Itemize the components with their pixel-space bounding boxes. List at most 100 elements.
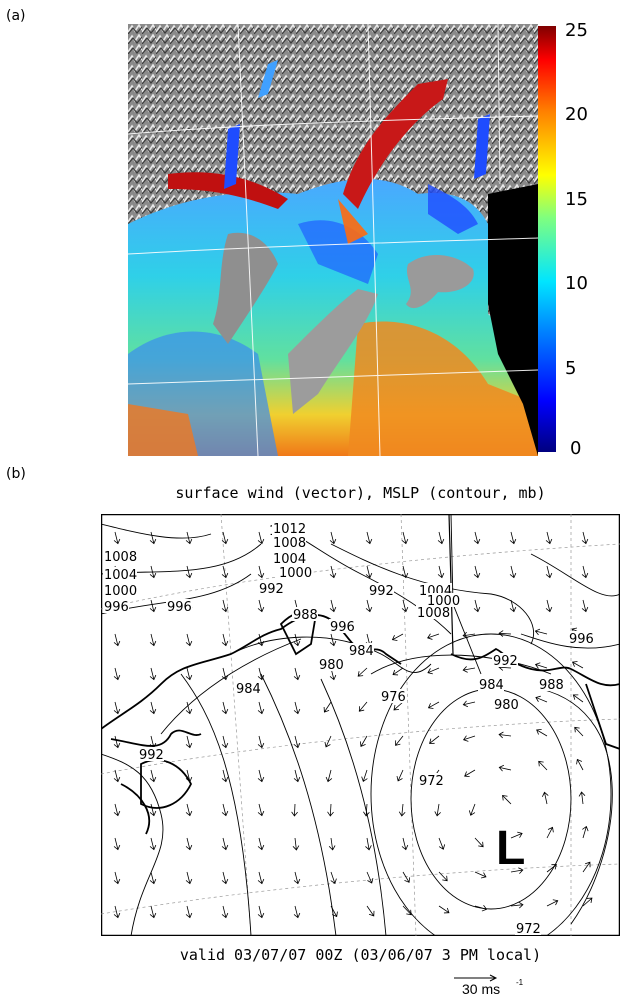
wind-vector — [113, 871, 121, 885]
wind-vector — [401, 565, 409, 579]
wind-vector — [113, 667, 121, 681]
contour-label: 992 — [259, 582, 284, 597]
wind-vector — [149, 905, 157, 919]
wind-vector — [572, 694, 584, 703]
wind-vector — [582, 825, 589, 839]
contour-label: 996 — [569, 632, 594, 647]
wind-vector — [462, 631, 476, 639]
wind-vector — [185, 905, 193, 919]
wind-vector — [359, 735, 368, 747]
wind-vector — [578, 791, 586, 805]
contour-label: 980 — [494, 698, 519, 713]
contour-label: 1012 — [273, 522, 306, 537]
wind-vector — [365, 599, 373, 613]
wind-vector — [324, 735, 332, 748]
contour-label: 996 — [104, 600, 129, 615]
wind-vector — [365, 837, 372, 851]
wind-vector — [361, 769, 368, 783]
wind-vector — [221, 735, 229, 749]
wind-vector — [113, 837, 121, 851]
wind-vector — [149, 565, 157, 579]
contour-label: 972 — [419, 774, 444, 789]
contour-label: 988 — [539, 678, 564, 693]
wind-vector — [323, 701, 332, 713]
wind-vector — [325, 769, 333, 783]
contour-label: 1008 — [104, 550, 137, 565]
wind-vector — [498, 764, 512, 772]
wind-vector — [221, 837, 229, 851]
wind-vector — [366, 905, 375, 917]
wind-vector — [437, 565, 445, 579]
wind-vector — [401, 837, 409, 851]
contour-label: 988 — [293, 608, 318, 623]
wind-vector — [357, 667, 368, 677]
wind-vector — [534, 662, 548, 669]
wind-vector — [257, 599, 265, 613]
wind-vector — [462, 666, 476, 673]
wind-vector — [291, 803, 298, 817]
wind-vector — [257, 701, 265, 715]
wind-vector — [510, 831, 523, 839]
wind-vector — [545, 531, 553, 545]
wind-vector — [538, 760, 548, 771]
wind-vector — [509, 565, 517, 579]
wind-vector — [257, 667, 265, 681]
wind-vector — [546, 899, 559, 907]
scale-label: 30 ms — [462, 981, 500, 997]
contour-label: 992 — [369, 584, 394, 599]
wind-vector — [221, 667, 229, 681]
wind-vector — [330, 871, 337, 884]
wind-vector — [113, 803, 121, 817]
wind-vector — [474, 871, 487, 879]
wind-vector — [473, 531, 481, 545]
colorbar-tick: 20 — [565, 104, 588, 125]
wind-vector — [363, 803, 370, 817]
wind-vector — [546, 864, 557, 873]
wind-vector — [113, 769, 121, 783]
wind-vector — [498, 731, 512, 739]
wind-vector — [402, 905, 412, 916]
wind-vector — [185, 735, 193, 749]
wind-vector — [221, 701, 229, 715]
wind-vector — [185, 837, 193, 851]
wind-vector — [571, 661, 584, 669]
wind-vector — [427, 633, 440, 640]
wind-vector — [574, 726, 584, 737]
wind-vector — [365, 531, 373, 545]
wind-vector — [293, 667, 301, 681]
colorbar-tick: 25 — [565, 20, 588, 41]
contour-label: 984 — [236, 682, 261, 697]
wind-vector — [510, 867, 524, 874]
contour-label: 1000 — [104, 584, 137, 599]
wind-vector — [474, 837, 484, 848]
scale-arrow: 30 ms -1 — [454, 974, 524, 997]
contour-label: 1004 — [273, 552, 306, 567]
wind-vector — [328, 837, 336, 851]
wind-vector — [473, 599, 481, 613]
wind-vector — [401, 531, 409, 545]
wind-vector — [113, 735, 121, 749]
wind-vector — [221, 565, 229, 579]
colorbar-tick: 0 — [570, 438, 582, 459]
wind-vector — [438, 905, 450, 914]
wind-vector — [427, 701, 440, 709]
valid-time-caption: valid 03/07/07 00Z (03/06/07 3 PM local) — [179, 946, 542, 964]
wind-vector — [257, 871, 265, 885]
wind-vector — [185, 667, 193, 681]
wind-vector — [329, 633, 337, 647]
wind-vector — [185, 803, 193, 817]
wind-vector — [221, 803, 229, 817]
wind-vector — [185, 769, 193, 783]
wind-vector — [149, 871, 157, 885]
wind-vector — [185, 701, 193, 715]
wind-vector — [358, 701, 368, 712]
wind-vector — [113, 531, 121, 545]
wind-vector — [464, 769, 476, 778]
wind-vector — [293, 735, 301, 749]
wind-vector — [395, 735, 404, 746]
wind-vector — [393, 701, 404, 711]
contour-label: 1008 — [417, 606, 450, 621]
wind-vector — [402, 871, 411, 883]
wind-vector — [434, 803, 441, 817]
wind-vector — [536, 728, 548, 737]
